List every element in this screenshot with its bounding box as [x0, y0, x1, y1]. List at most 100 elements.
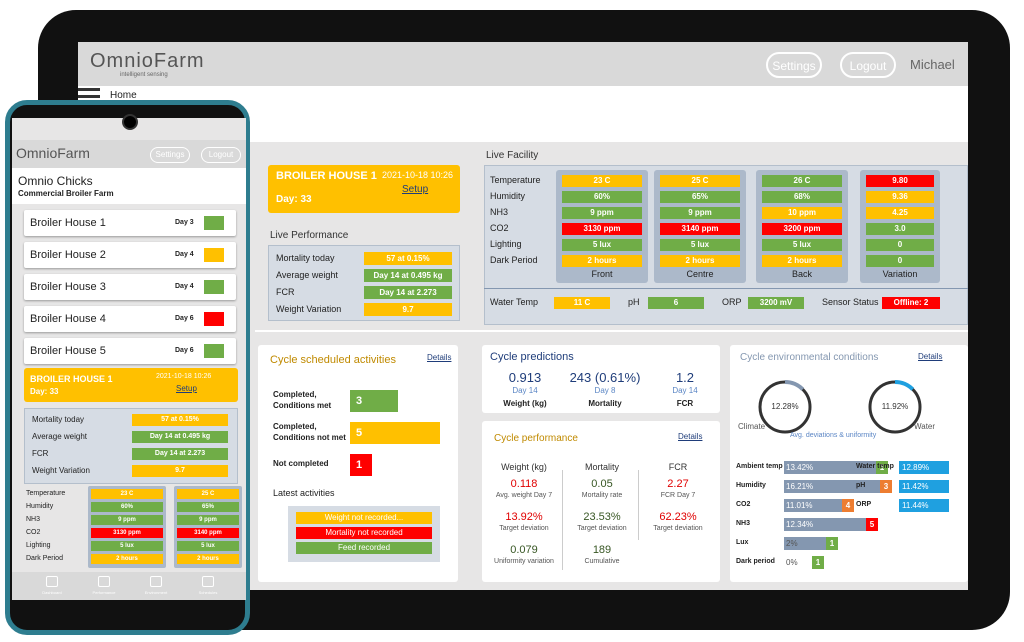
- house-day: Day: 33: [276, 194, 312, 205]
- row-label: Mortality today: [276, 253, 335, 263]
- status-cell: 2 hours: [562, 255, 642, 267]
- status-cell: 2 hours: [660, 255, 740, 267]
- status-cell: 3200 ppm: [762, 223, 842, 235]
- nav-icon[interactable]: [98, 576, 110, 587]
- details-link[interactable]: Details: [918, 352, 943, 361]
- breadcrumb[interactable]: Home: [110, 90, 137, 101]
- logout-button[interactable]: Logout: [201, 147, 241, 163]
- status-cell: 9.7: [132, 465, 228, 477]
- gauge-value: 12.28%: [771, 402, 799, 411]
- house-row[interactable]: [24, 338, 236, 364]
- status-indicator: [204, 216, 224, 230]
- row-label: Not completed: [273, 459, 329, 468]
- row-label: Conditions not met: [273, 433, 346, 442]
- nav-label[interactable]: Schedules: [198, 590, 218, 595]
- status-indicator: [204, 280, 224, 294]
- row-label: Mortality today: [32, 415, 85, 424]
- metric-label: Avg. weight Day 7: [495, 492, 553, 499]
- row-label: Ambient temp: [736, 463, 783, 470]
- house-row[interactable]: [24, 274, 236, 300]
- status-cell: 9 ppm: [562, 207, 642, 219]
- status-cell: 9.7: [364, 303, 452, 316]
- row-label: Dark Period: [26, 555, 63, 562]
- row-label: Weight Variation: [32, 466, 90, 475]
- deviation-bar: 11.42%: [899, 480, 949, 493]
- prediction-value: 0.913: [508, 370, 542, 385]
- row-label: pH: [856, 482, 866, 489]
- logo: OmnioFarm: [90, 50, 205, 72]
- menu-icon[interactable]: [78, 88, 100, 98]
- status-cell: 57 at 0.15%: [132, 414, 228, 426]
- settings-button[interactable]: Settings: [766, 52, 822, 78]
- sensor-label: Water Temp: [490, 297, 539, 307]
- row-label: Dark Period: [490, 255, 538, 265]
- nav-icon[interactable]: [46, 576, 58, 587]
- deviation-bar: 13.42%: [784, 461, 876, 474]
- metric-label: Target deviation: [653, 525, 703, 532]
- farm-type: Commercial Broiler Farm: [18, 189, 114, 198]
- card: [482, 345, 720, 413]
- house-day: Day: 33: [30, 387, 59, 396]
- deviation-bar: 2%: [784, 537, 826, 550]
- house-row[interactable]: [24, 242, 236, 268]
- status-cell: 26 C: [762, 175, 842, 187]
- house-row[interactable]: [24, 210, 236, 236]
- user-name: Michael: [910, 57, 955, 72]
- house-title: BROILER HOUSE 1: [276, 170, 377, 182]
- house-day: Day 4: [175, 283, 194, 290]
- count-box: 4: [842, 499, 854, 512]
- deviation-bar: 12.34%: [784, 518, 866, 531]
- metric-label: Target deviation: [577, 525, 627, 532]
- card: [482, 421, 720, 582]
- settings-button[interactable]: Settings: [150, 147, 190, 163]
- activity-bar: 1: [350, 454, 372, 476]
- gauge-value: 11.92%: [881, 402, 909, 411]
- deviation-bar: 16.21%: [784, 480, 880, 493]
- divider: [484, 288, 968, 289]
- logo-tagline: intelligent sensing: [120, 72, 168, 78]
- house-row[interactable]: [24, 306, 236, 332]
- nav-icon[interactable]: [150, 576, 162, 587]
- status-cell: 0: [866, 255, 934, 267]
- row-label: Conditions met: [273, 401, 332, 410]
- row-label: ORP: [856, 501, 872, 508]
- status-cell: Day 14 at 2.273: [364, 286, 452, 299]
- metric-value: 23.53%: [583, 511, 621, 523]
- status-cell: 65%: [660, 191, 740, 203]
- nav-label[interactable]: Environment: [144, 590, 168, 595]
- nav-label[interactable]: Dashboard: [42, 590, 62, 595]
- card-title: Cycle predictions: [490, 351, 574, 363]
- card-title: Cycle environmental conditions: [740, 352, 879, 363]
- status-cell: 60%: [562, 191, 642, 203]
- deviation-bar: 11.44%: [899, 499, 949, 512]
- status-cell: 57 at 0.15%: [364, 252, 452, 265]
- metric-label: Uniformity variation: [494, 558, 554, 565]
- metric-label: FCR Day 7: [660, 492, 696, 499]
- count-box: 1: [812, 556, 824, 569]
- logout-button[interactable]: Logout: [840, 52, 896, 78]
- status-indicator: [204, 248, 224, 262]
- metric-value: 13.92%: [505, 511, 543, 523]
- metric-value: 0.05: [591, 478, 613, 490]
- row-label: Humidity: [736, 482, 766, 489]
- status-cell: 23 C: [562, 175, 642, 187]
- setup-link[interactable]: Setup: [176, 384, 197, 393]
- nav-icon[interactable]: [202, 576, 214, 587]
- house-name: Broiler House 2: [30, 249, 106, 261]
- details-link[interactable]: Details: [678, 432, 703, 441]
- row-label: Average weight: [276, 270, 338, 280]
- status-cell: 11 C: [554, 297, 610, 309]
- metric-value: 189: [592, 544, 612, 556]
- house-day: Day 3: [175, 219, 194, 226]
- prediction-label: FCR: [676, 399, 694, 408]
- details-link[interactable]: Details: [427, 353, 452, 362]
- status-cell: 10 ppm: [762, 207, 842, 219]
- nav-label[interactable]: Performance: [92, 590, 116, 595]
- column-name: Back: [791, 269, 812, 279]
- row-label: CO2: [490, 223, 509, 233]
- row-label: CO2: [736, 501, 751, 508]
- header-bar: [78, 42, 968, 86]
- setup-link[interactable]: Setup: [402, 184, 429, 195]
- status-cell: Offline: 2: [882, 297, 940, 309]
- status-cell: 5 lux: [660, 239, 740, 251]
